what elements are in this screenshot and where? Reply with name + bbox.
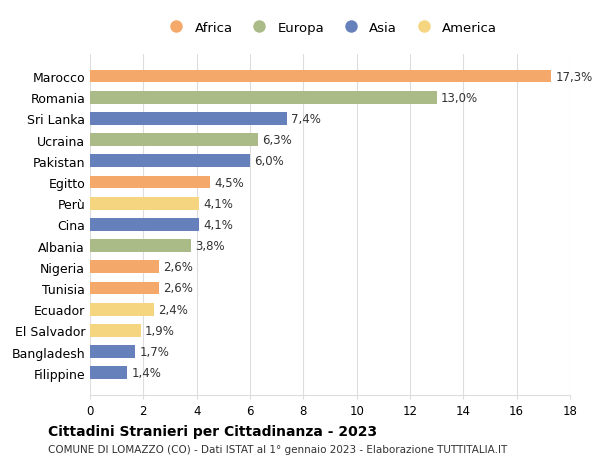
Bar bbox=[90, 92, 437, 104]
Text: Cittadini Stranieri per Cittadinanza - 2023: Cittadini Stranieri per Cittadinanza - 2… bbox=[48, 425, 377, 438]
Text: 2,4%: 2,4% bbox=[158, 303, 188, 316]
Text: 2,6%: 2,6% bbox=[163, 261, 193, 274]
Bar bbox=[90, 325, 140, 337]
Text: 1,7%: 1,7% bbox=[139, 345, 169, 358]
Text: 13,0%: 13,0% bbox=[440, 91, 478, 105]
Bar bbox=[90, 282, 160, 295]
Bar bbox=[90, 303, 154, 316]
Bar bbox=[90, 367, 127, 379]
Text: 1,4%: 1,4% bbox=[131, 366, 161, 380]
Text: 6,0%: 6,0% bbox=[254, 155, 284, 168]
Bar bbox=[90, 261, 160, 274]
Text: 6,3%: 6,3% bbox=[262, 134, 292, 147]
Bar bbox=[90, 197, 199, 210]
Text: 3,8%: 3,8% bbox=[196, 240, 225, 252]
Text: 4,1%: 4,1% bbox=[203, 218, 233, 231]
Text: 1,9%: 1,9% bbox=[145, 324, 175, 337]
Bar bbox=[90, 176, 210, 189]
Text: COMUNE DI LOMAZZO (CO) - Dati ISTAT al 1° gennaio 2023 - Elaborazione TUTTITALIA: COMUNE DI LOMAZZO (CO) - Dati ISTAT al 1… bbox=[48, 444, 507, 454]
Text: 2,6%: 2,6% bbox=[163, 282, 193, 295]
Bar bbox=[90, 134, 258, 147]
Bar bbox=[90, 346, 136, 358]
Text: 7,4%: 7,4% bbox=[292, 112, 321, 126]
Bar bbox=[90, 218, 199, 231]
Legend: Africa, Europa, Asia, America: Africa, Europa, Asia, America bbox=[159, 17, 501, 39]
Bar bbox=[90, 240, 191, 252]
Bar bbox=[90, 113, 287, 125]
Bar bbox=[90, 71, 551, 83]
Bar bbox=[90, 155, 250, 168]
Text: 4,5%: 4,5% bbox=[214, 176, 244, 189]
Text: 17,3%: 17,3% bbox=[556, 70, 593, 84]
Text: 4,1%: 4,1% bbox=[203, 197, 233, 210]
